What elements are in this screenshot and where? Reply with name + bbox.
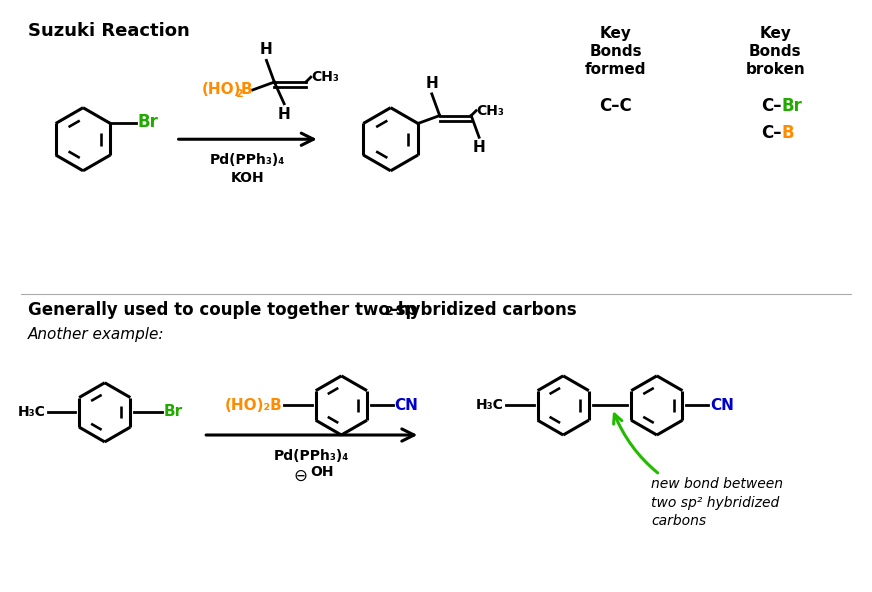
Text: H₃C: H₃C	[476, 398, 504, 413]
Text: (HO)₂B: (HO)₂B	[224, 398, 283, 413]
Text: H: H	[426, 76, 438, 91]
Text: B: B	[781, 124, 794, 143]
Text: Generally used to couple together two sp: Generally used to couple together two sp	[28, 301, 417, 319]
Text: 2: 2	[385, 305, 393, 318]
Text: Br: Br	[138, 114, 159, 131]
Text: C–C: C–C	[599, 97, 632, 115]
Text: Br: Br	[164, 404, 183, 419]
Text: C–: C–	[761, 124, 782, 143]
Text: OH: OH	[310, 465, 333, 478]
Text: H: H	[278, 107, 290, 122]
Text: CN: CN	[710, 398, 734, 413]
Text: 2: 2	[235, 89, 242, 99]
Text: CH₃: CH₃	[476, 104, 504, 118]
Text: -hybridized carbons: -hybridized carbons	[391, 301, 576, 319]
Text: Another example:: Another example:	[28, 327, 164, 342]
Text: H: H	[473, 140, 486, 155]
Text: C–: C–	[761, 97, 782, 115]
Text: Pd(PPh₃)₄: Pd(PPh₃)₄	[274, 449, 350, 463]
Text: (HO): (HO)	[201, 82, 241, 98]
Text: H: H	[260, 43, 273, 57]
Text: new bond between
two sp² hybridized
carbons: new bond between two sp² hybridized carb…	[614, 414, 783, 528]
Text: Br: Br	[781, 97, 802, 115]
Text: Key
Bonds
formed: Key Bonds formed	[585, 26, 646, 77]
Text: ⊖: ⊖	[293, 466, 307, 485]
Text: KOH: KOH	[231, 170, 264, 185]
Text: B: B	[241, 82, 252, 98]
Text: Key
Bonds
broken: Key Bonds broken	[746, 26, 805, 77]
Text: Pd(PPh₃)₄: Pd(PPh₃)₄	[210, 153, 285, 167]
Text: H₃C: H₃C	[17, 406, 45, 419]
Text: CH₃: CH₃	[310, 70, 338, 84]
Text: Suzuki Reaction: Suzuki Reaction	[28, 22, 189, 40]
Text: CN: CN	[395, 398, 419, 413]
